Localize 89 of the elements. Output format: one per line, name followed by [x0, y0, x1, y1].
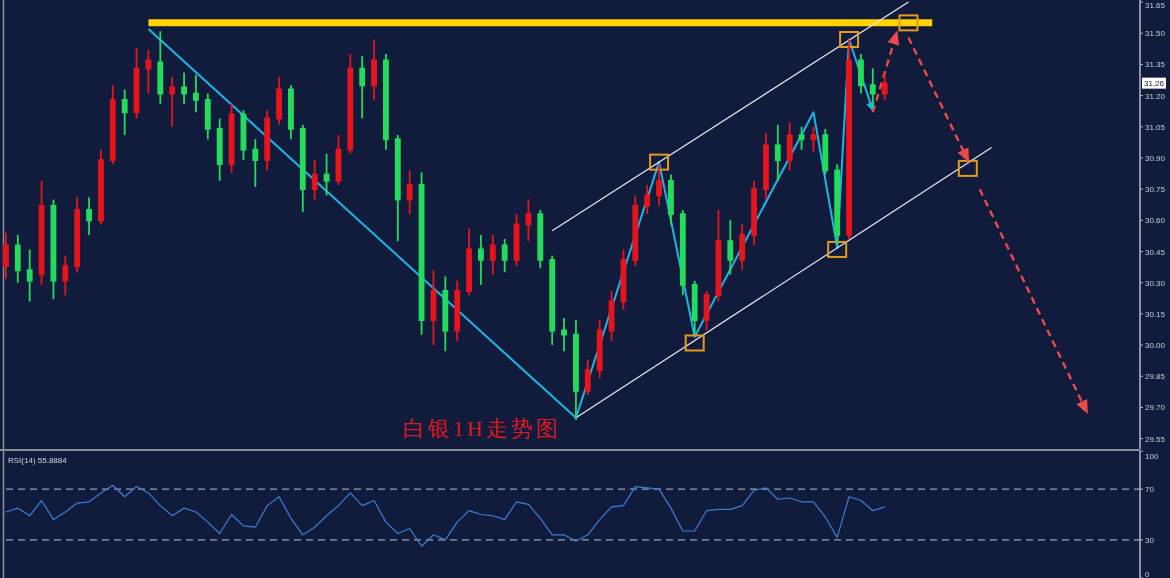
candlestick — [216, 117, 223, 182]
candlestick — [537, 209, 544, 270]
candlestick — [668, 173, 674, 226]
candlestick — [656, 163, 662, 207]
candlestick — [26, 248, 33, 303]
candlestick — [371, 38, 377, 101]
candlestick — [561, 317, 567, 353]
y-tick-label: 100 — [1145, 452, 1159, 461]
candlestick — [252, 138, 259, 188]
candlestick — [679, 209, 686, 297]
candlestick — [644, 184, 651, 216]
y-tick-label: 30.75 — [1145, 185, 1166, 195]
candlestick — [810, 125, 817, 153]
candlestick — [478, 233, 484, 286]
point — [827, 240, 848, 258]
y-tick-label: 30.00 — [1145, 341, 1166, 351]
y-tick-label: 30.15 — [1145, 309, 1166, 319]
y-tick-label: 30.90 — [1145, 153, 1166, 163]
candlestick — [169, 76, 176, 128]
candlestick — [822, 127, 829, 176]
candlestick — [846, 38, 852, 240]
y-tick-label: 30.45 — [1145, 247, 1166, 257]
candlestick — [489, 233, 496, 276]
y-tick-label: 29.55 — [1145, 434, 1166, 444]
candlestick — [121, 88, 128, 137]
candlestick — [276, 76, 282, 126]
candlestick — [74, 196, 81, 274]
candlestick — [204, 92, 211, 141]
candlestick — [739, 223, 746, 272]
candlestick — [394, 134, 401, 243]
candlestick — [14, 233, 21, 284]
y-tick-label: 31.35 — [1145, 60, 1166, 70]
candlestick — [786, 121, 793, 172]
candlestick — [573, 319, 579, 421]
candlestick — [98, 148, 104, 226]
candlestick — [584, 358, 591, 396]
candlestick — [288, 84, 294, 141]
point — [649, 153, 670, 171]
candlestick — [62, 254, 69, 297]
candlestick — [347, 53, 354, 155]
candlestick — [798, 125, 805, 151]
y-tick-label: 31.50 — [1145, 29, 1166, 39]
candlestick — [145, 48, 152, 95]
candlestick — [858, 53, 864, 95]
point — [898, 14, 919, 32]
candlestick — [442, 275, 449, 353]
candlestick — [86, 196, 92, 236]
y-tick-label: 29.70 — [1145, 403, 1166, 413]
y-tick-label: 30.60 — [1145, 216, 1166, 226]
candlestick — [834, 163, 841, 247]
y-tick-label: 30.30 — [1145, 278, 1166, 288]
candlestick — [311, 159, 318, 201]
text: 白银1H走势图 — [403, 416, 561, 441]
y-tick-label: 0 — [1145, 570, 1150, 578]
candlestick — [881, 73, 888, 101]
y-tick-label: 30 — [1145, 535, 1155, 545]
candlestick — [181, 71, 187, 105]
candlestick — [157, 30, 164, 105]
annotation: 31.26 — [1144, 79, 1165, 89]
candlestick — [359, 55, 366, 120]
point — [684, 334, 705, 352]
candlestick — [383, 53, 389, 151]
candlestick — [751, 179, 757, 247]
candlestick — [454, 279, 461, 342]
y-tick-label: 31.65 — [1145, 1, 1166, 10]
candlestick — [869, 67, 876, 109]
point — [957, 159, 978, 177]
y-tick-label: 31.20 — [1145, 91, 1166, 101]
candlestick — [763, 132, 769, 201]
candlestick — [632, 194, 639, 267]
candlestick — [264, 109, 271, 172]
candlestick — [466, 227, 472, 297]
candlestick — [691, 279, 698, 336]
candlestick — [406, 169, 413, 216]
candlestick — [109, 84, 116, 166]
candlestick — [501, 238, 508, 274]
candlestick — [193, 73, 199, 114]
candlestick — [3, 231, 9, 280]
y-tick-label: 70 — [1145, 485, 1155, 495]
candlestick — [549, 254, 556, 346]
candlestick — [596, 319, 603, 380]
point — [839, 31, 860, 48]
candlestick — [323, 152, 330, 197]
candlestick — [727, 219, 734, 276]
candlestick — [299, 123, 306, 213]
candlestick — [774, 123, 781, 182]
y-tick-label: 29.85 — [1145, 372, 1166, 382]
y-tick-label: 31.05 — [1145, 122, 1166, 132]
chart-title: RSI(14) 55.8884 — [8, 456, 68, 465]
